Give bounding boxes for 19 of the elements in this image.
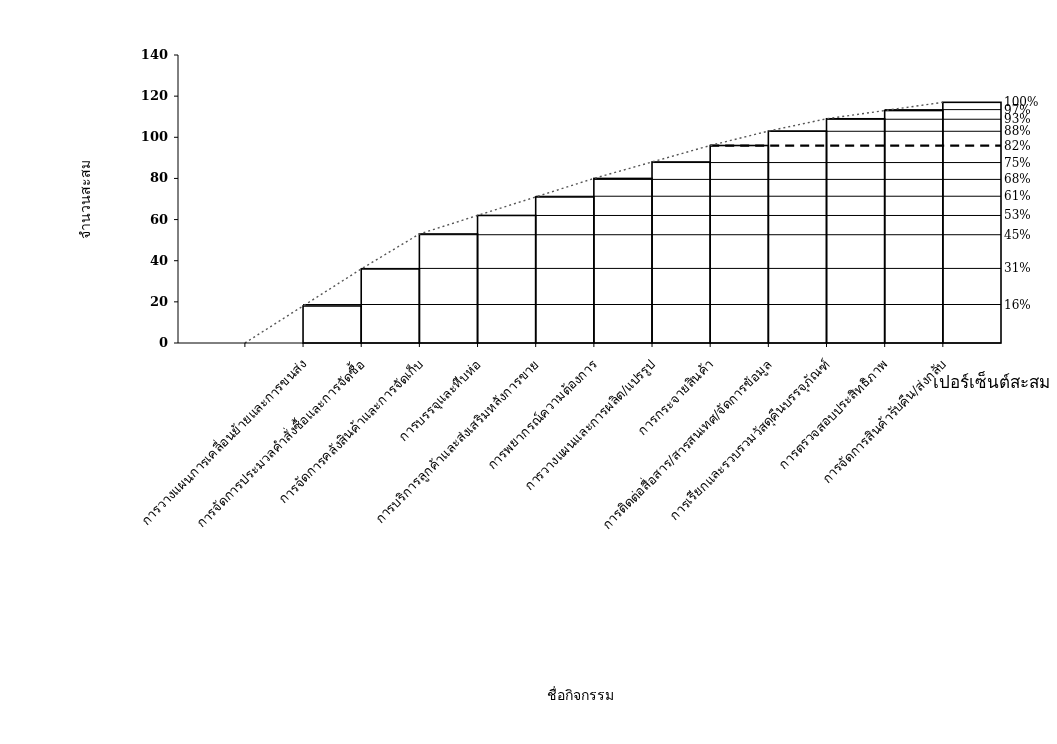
y2-tick-label: 45% (1004, 227, 1031, 242)
y2-tick-label: 53% (1004, 208, 1031, 223)
y-tick-label: 60 (149, 211, 168, 227)
y2-tick-label: 68% (1004, 172, 1031, 187)
y-tick-label: 40 (149, 252, 168, 268)
y-tick-label: 140 (140, 47, 168, 62)
y-axis-title: จำนวนสะสม (77, 159, 93, 239)
y2-tick-label: 75% (1004, 155, 1031, 170)
y-tick-label: 100 (140, 129, 168, 145)
y2-tick-label: 16% (1004, 297, 1031, 312)
y-tick-label: 0 (158, 335, 168, 350)
y-tick-label: 80 (149, 170, 168, 186)
y2-tick-label: 31% (1004, 261, 1031, 276)
y2-tick-label: 61% (1004, 189, 1031, 204)
y-tick-label: 120 (140, 88, 168, 104)
y2-tick-label: 88% (1004, 124, 1031, 139)
y2-tick-label: 82% (1004, 138, 1031, 153)
y-tick-label: 20 (149, 293, 168, 309)
text: ชื่อกิจกรรม (546, 686, 614, 703)
